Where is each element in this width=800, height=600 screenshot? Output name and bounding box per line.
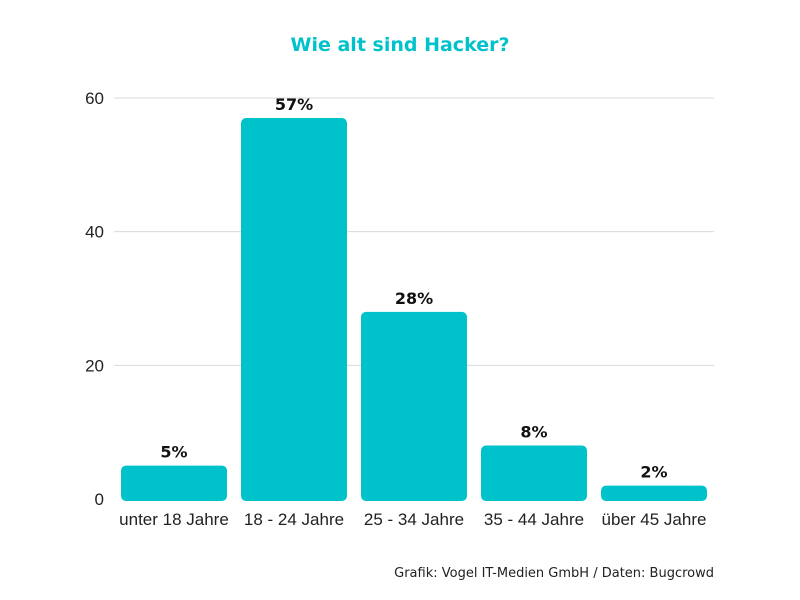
x-tick-label: 18 - 24 Jahre: [244, 510, 344, 529]
x-tick-label: über 45 Jahre: [602, 510, 707, 529]
chart-title: Wie alt sind Hacker?: [290, 34, 510, 56]
data-label: 57%: [275, 95, 313, 114]
y-tick-label: 20: [85, 356, 104, 375]
data-label: 2%: [640, 463, 667, 482]
bar: [601, 485, 707, 501]
data-label: 8%: [520, 423, 547, 442]
y-tick-label: 0: [95, 490, 104, 509]
x-tick-label: unter 18 Jahre: [119, 510, 229, 529]
x-tick-label: 35 - 44 Jahre: [484, 510, 584, 529]
bars: [121, 118, 707, 502]
y-axis-ticks: 0 20 40 60: [85, 89, 104, 509]
bar: [121, 465, 227, 501]
y-tick-label: 40: [85, 223, 104, 242]
x-axis-ticks: unter 18 Jahre 18 - 24 Jahre 25 - 34 Jahre…: [119, 510, 706, 529]
data-labels: 5% 57% 28% 8% 2%: [160, 95, 667, 482]
bar: [481, 445, 587, 501]
data-label: 28%: [395, 289, 433, 308]
data-label: 5%: [160, 443, 187, 462]
x-tick-label: 25 - 34 Jahre: [364, 510, 464, 529]
source-note: Grafik: Vogel IT-Medien GmbH / Daten: Bu…: [394, 566, 714, 581]
bar: [241, 118, 347, 502]
y-tick-label: 60: [85, 89, 104, 108]
bar: [361, 311, 467, 501]
